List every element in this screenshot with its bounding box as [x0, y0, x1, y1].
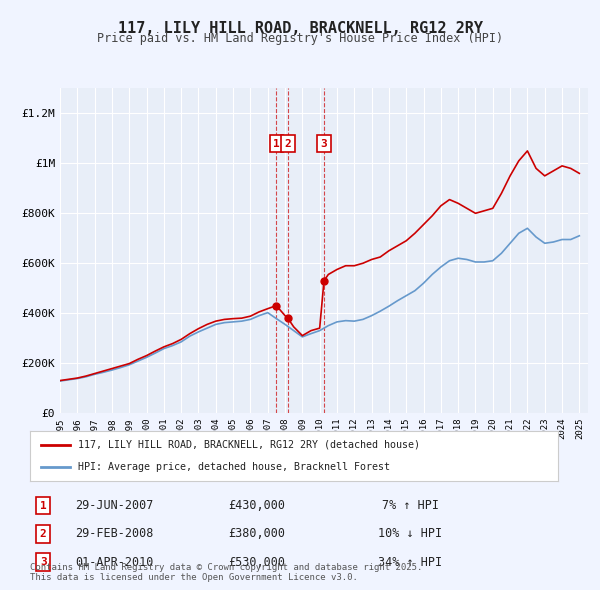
Text: £430,000: £430,000 [229, 499, 286, 512]
Text: 1: 1 [40, 500, 47, 510]
Text: HPI: Average price, detached house, Bracknell Forest: HPI: Average price, detached house, Brac… [77, 462, 389, 472]
Text: Contains HM Land Registry data © Crown copyright and database right 2025.
This d: Contains HM Land Registry data © Crown c… [30, 563, 422, 582]
Text: 29-JUN-2007: 29-JUN-2007 [75, 499, 154, 512]
Text: 10% ↓ HPI: 10% ↓ HPI [378, 527, 442, 540]
Text: 3: 3 [320, 139, 328, 149]
Text: £530,000: £530,000 [229, 556, 286, 569]
Text: £380,000: £380,000 [229, 527, 286, 540]
Text: 01-APR-2010: 01-APR-2010 [75, 556, 154, 569]
Text: Price paid vs. HM Land Registry's House Price Index (HPI): Price paid vs. HM Land Registry's House … [97, 32, 503, 45]
Text: 2: 2 [284, 139, 291, 149]
Text: 29-FEB-2008: 29-FEB-2008 [75, 527, 154, 540]
Text: 1: 1 [273, 139, 280, 149]
Text: 117, LILY HILL ROAD, BRACKNELL, RG12 2RY: 117, LILY HILL ROAD, BRACKNELL, RG12 2RY [118, 21, 482, 35]
Text: 2: 2 [40, 529, 47, 539]
Text: 117, LILY HILL ROAD, BRACKNELL, RG12 2RY (detached house): 117, LILY HILL ROAD, BRACKNELL, RG12 2RY… [77, 440, 419, 450]
Text: 3: 3 [40, 557, 47, 567]
Text: 34% ↑ HPI: 34% ↑ HPI [378, 556, 442, 569]
Text: 7% ↑ HPI: 7% ↑ HPI [382, 499, 439, 512]
